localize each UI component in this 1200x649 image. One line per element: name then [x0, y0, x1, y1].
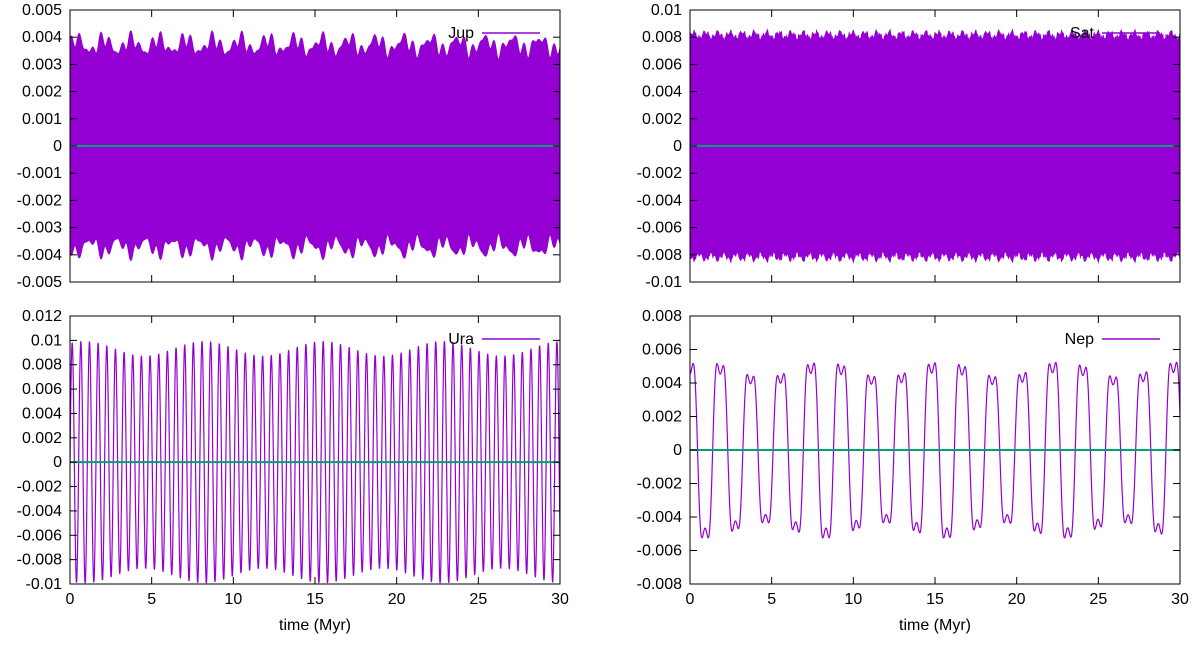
saturn-ytick-label: 0.01 [651, 2, 682, 19]
jupiter-ytick-label: -0.004 [17, 247, 62, 264]
saturn-ytick-label: -0.002 [637, 165, 682, 182]
jupiter-ytick-label: 0.003 [22, 56, 62, 73]
uranus-ytick-label: -0.002 [17, 479, 62, 496]
jupiter-ytick-label: 0 [53, 138, 62, 155]
neptune-xtick-label: 0 [686, 591, 695, 608]
uranus-ytick-label: 0.012 [22, 308, 62, 325]
saturn-ytick-label: -0.008 [637, 247, 682, 264]
uranus-ytick-label: 0.008 [22, 357, 62, 374]
saturn-ytick-label: -0.004 [637, 192, 682, 209]
jupiter-ytick-label: 0.005 [22, 2, 62, 19]
saturn-ytick-label: 0.008 [642, 29, 682, 46]
uranus-series-ura [70, 340, 560, 584]
jupiter-ytick-label: -0.001 [17, 165, 62, 182]
saturn-legend-label: Sat [1070, 25, 1095, 42]
neptune-xtick-label: 30 [1171, 591, 1189, 608]
neptune-xtick-label: 20 [1008, 591, 1026, 608]
uranus-data [70, 340, 560, 584]
uranus-ytick-label: -0.006 [17, 527, 62, 544]
uranus-xtick-label: 30 [551, 591, 569, 608]
neptune-ytick-label: -0.008 [637, 576, 682, 593]
neptune-ytick-label: 0.004 [642, 375, 682, 392]
uranus-xtick-label: 0 [66, 591, 75, 608]
saturn-ytick-label: -0.006 [637, 220, 682, 237]
uranus-xtick-label: 20 [388, 591, 406, 608]
uranus-ytick-label: 0.01 [31, 332, 62, 349]
uranus-xtick-label: 5 [147, 591, 156, 608]
saturn-ytick-label: -0.01 [646, 274, 683, 291]
neptune-ytick-label: -0.002 [637, 476, 682, 493]
saturn-data [690, 28, 1180, 264]
uranus-xtick-label: 25 [469, 591, 487, 608]
neptune-xtick-label: 10 [844, 591, 862, 608]
jupiter-ytick-label: -0.005 [17, 274, 62, 291]
uranus-ytick-label: 0.004 [22, 405, 62, 422]
jupiter-ytick-label: 0.004 [22, 29, 62, 46]
saturn-ytick-label: 0.004 [642, 84, 682, 101]
neptune-series-nep [690, 361, 1180, 539]
neptune-ytick-label: -0.004 [637, 509, 682, 526]
neptune-ytick-label: 0.002 [642, 409, 682, 426]
uranus-xtick-label: 10 [224, 591, 242, 608]
jupiter-ytick-label: 0.002 [22, 84, 62, 101]
neptune-xtick-label: 5 [767, 591, 776, 608]
neptune-xlabel: time (Myr) [899, 617, 971, 634]
neptune-data [690, 361, 1180, 539]
panel-uranus: -0.01 -0.008 -0.006 -0.004 -0.002 0 0.002 0.004… [17, 308, 569, 634]
uranus-ytick-label: 0.006 [22, 381, 62, 398]
saturn-ytick-label: 0.002 [642, 111, 682, 128]
uranus-ytick-label: 0.002 [22, 430, 62, 447]
jupiter-ytick-label: -0.002 [17, 192, 62, 209]
neptune-xtick-label: 25 [1089, 591, 1107, 608]
uranus-ytick-label: 0 [53, 454, 62, 471]
jupiter-data [70, 30, 560, 262]
panel-neptune: -0.008 -0.006 -0.004 -0.002 0 0.002 0.004 0.006… [637, 308, 1189, 634]
saturn-ytick-label: 0.006 [642, 56, 682, 73]
neptune-legend-label: Nep [1065, 331, 1094, 348]
uranus-legend-label: Ura [448, 331, 474, 348]
uranus-xtick-label: 15 [306, 591, 324, 608]
uranus-xlabel: time (Myr) [279, 617, 351, 634]
neptune-ytick-label: -0.006 [637, 543, 682, 560]
neptune-ytick-label: 0 [673, 442, 682, 459]
jupiter-legend-label: Jup [448, 25, 474, 42]
neptune-ytick-label: 0.006 [642, 342, 682, 359]
uranus-ytick-label: -0.008 [17, 552, 62, 569]
jupiter-ytick-label: 0.001 [22, 111, 62, 128]
uranus-ytick-label: -0.01 [26, 576, 63, 593]
neptune-xtick-label: 15 [926, 591, 944, 608]
panel-saturn: -0.01 -0.008 -0.006 -0.004 -0.002 0 0.002 0.004… [637, 2, 1181, 291]
neptune-ytick-label: 0.008 [642, 308, 682, 325]
jupiter-ytick-label: -0.003 [17, 220, 62, 237]
saturn-ytick-label: 0 [673, 138, 682, 155]
panel-jupiter: -0.005 -0.004 -0.003 -0.002 -0.001 0 0.001 0.00… [17, 2, 561, 291]
uranus-ytick-label: -0.004 [17, 503, 62, 520]
